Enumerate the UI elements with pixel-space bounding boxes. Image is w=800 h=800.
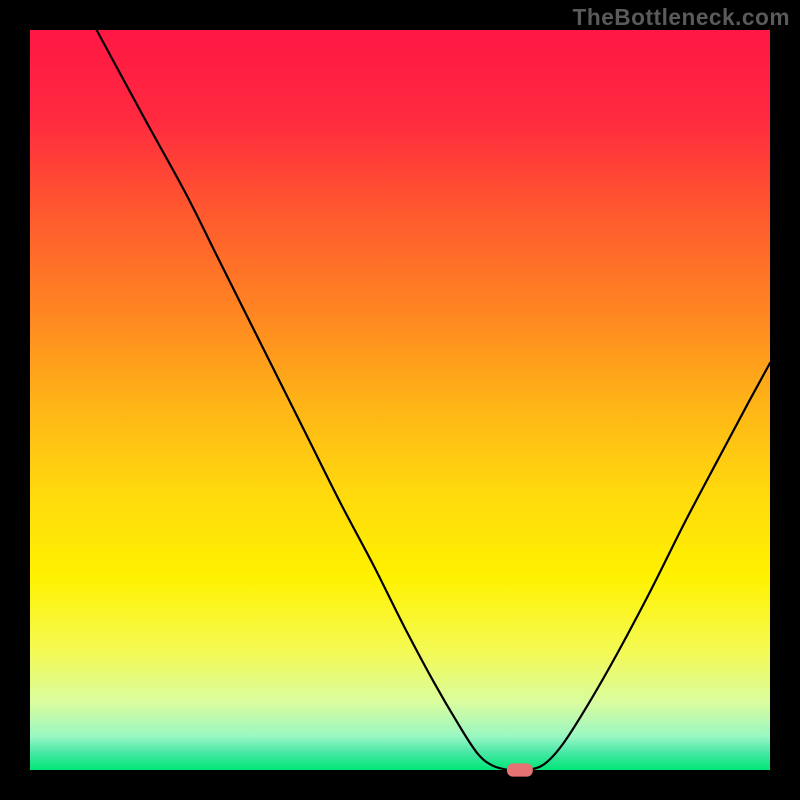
chart-container: TheBottleneck.com [0,0,800,800]
plot-background [30,30,770,770]
optimal-marker [507,763,533,776]
watermark-text: TheBottleneck.com [573,4,790,31]
bottleneck-chart [0,0,800,800]
